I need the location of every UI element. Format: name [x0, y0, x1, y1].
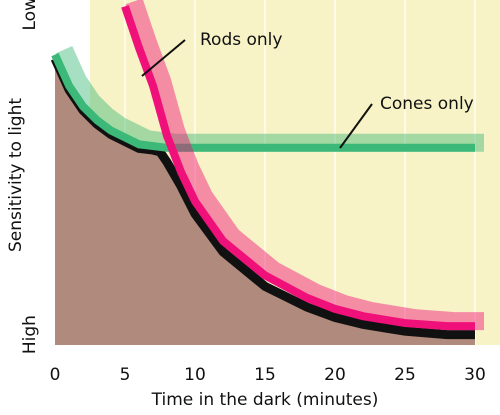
- y-tick-label: Low: [20, 0, 40, 31]
- x-tick-label: 20: [324, 365, 346, 385]
- x-tick-label: 5: [120, 365, 131, 385]
- line-shade: [55, 45, 484, 152]
- annotation: Rods only: [200, 30, 282, 50]
- plot: [50, 0, 484, 346]
- line: [121, 5, 475, 331]
- leader-line: [141, 39, 186, 77]
- x-axis-label: Time in the dark (minutes): [151, 390, 379, 410]
- leader-line: [339, 103, 373, 149]
- x-tick-label: 15: [254, 365, 276, 385]
- x-tick-label: 25: [394, 365, 416, 385]
- line: [51, 53, 475, 152]
- x-tick-label: 30: [464, 365, 486, 385]
- x-tick-label: 0: [50, 365, 61, 385]
- annotation: Cones only: [380, 94, 474, 114]
- line-shade: [125, 0, 484, 331]
- y-axis-label: Sensitivity to light: [6, 98, 26, 252]
- area: [55, 58, 475, 346]
- y-tick-label: High: [20, 315, 40, 354]
- x-tick-label: 10: [184, 365, 206, 385]
